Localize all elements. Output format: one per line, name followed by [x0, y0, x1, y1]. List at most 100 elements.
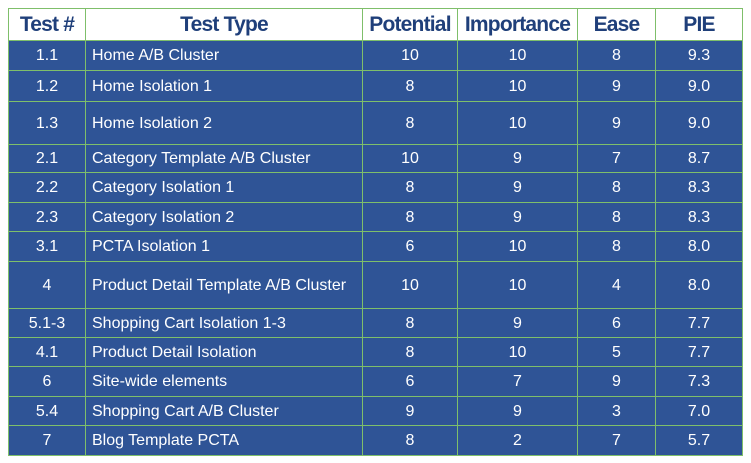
table-cell: 1.3 — [8, 101, 86, 145]
table-cell: Category Template A/B Cluster — [85, 144, 363, 173]
table-cell: 8 — [362, 425, 458, 456]
table-cell: 2.1 — [8, 144, 86, 173]
table-cell: 10 — [457, 231, 578, 262]
table-cell: 1.1 — [8, 40, 86, 71]
table-cell: 9 — [457, 172, 578, 203]
table-row: 4.1 Product Detail Isolation 8 10 5 7.7 — [8, 337, 743, 367]
table-cell: 8 — [362, 70, 458, 102]
table-cell: 6 — [8, 366, 86, 397]
table-row: 4 Product Detail Template A/B Cluster 10 10… — [8, 261, 743, 309]
table-cell: 9.3 — [655, 40, 743, 71]
table-cell: Category Isolation 2 — [85, 202, 363, 232]
table-cell: Product Detail Isolation — [85, 337, 363, 367]
table-cell: 4 — [577, 261, 656, 309]
table-cell: 6 — [362, 231, 458, 262]
table-cell: Product Detail Template A/B Cluster — [85, 261, 363, 309]
table-cell: Site-wide elements — [85, 366, 363, 397]
header-cell: Importance — [457, 8, 578, 41]
table-cell: 7.0 — [655, 396, 743, 426]
table-cell: 9 — [457, 396, 578, 426]
table-cell: 10 — [457, 70, 578, 102]
table-row: 1.2 Home Isolation 1 8 10 9 9.0 — [8, 70, 743, 102]
table-cell: 10 — [362, 40, 458, 71]
table-row: 1.3 Home Isolation 2 8 10 9 9.0 — [8, 101, 743, 145]
table-cell: Shopping Cart Isolation 1-3 — [85, 308, 363, 338]
table-cell: 9 — [457, 202, 578, 232]
table-cell: 3 — [577, 396, 656, 426]
table-cell: 9.0 — [655, 101, 743, 145]
table-cell: 8 — [577, 40, 656, 71]
table-cell: 1.2 — [8, 70, 86, 102]
table-cell: 8 — [362, 101, 458, 145]
table-cell: 7.3 — [655, 366, 743, 397]
table-cell: Blog Template PCTA — [85, 425, 363, 456]
table-cell: Home Isolation 2 — [85, 101, 363, 145]
header-cell: Potential — [362, 8, 458, 41]
table-cell: Shopping Cart A/B Cluster — [85, 396, 363, 426]
table-row: 7 Blog Template PCTA 8 2 7 5.7 — [8, 425, 743, 456]
table-cell: 8.0 — [655, 231, 743, 262]
table-cell: 8 — [362, 308, 458, 338]
header-row: Test # Test Type Potential Importance Ease PI… — [8, 8, 743, 41]
table-cell: 9 — [577, 366, 656, 397]
table-cell: 5 — [577, 337, 656, 367]
table-cell: 9 — [577, 101, 656, 145]
table-cell: 9 — [362, 396, 458, 426]
table-row: 5.1-3 Shopping Cart Isolation 1-3 8 9 6 7.7 — [8, 308, 743, 338]
table-cell: 7.7 — [655, 308, 743, 338]
table-cell: 10 — [362, 144, 458, 173]
table-cell: 5.1-3 — [8, 308, 86, 338]
table-row: 1.1 Home A/B Cluster 10 10 8 9.3 — [8, 40, 743, 71]
table-cell: 8 — [577, 231, 656, 262]
table-cell: 6 — [362, 366, 458, 397]
table-cell: 8.7 — [655, 144, 743, 173]
table-cell: 7 — [457, 366, 578, 397]
table-cell: 9 — [577, 70, 656, 102]
table-cell: PCTA Isolation 1 — [85, 231, 363, 262]
table-cell: 8.3 — [655, 202, 743, 232]
table-cell: 8 — [362, 172, 458, 203]
table-cell: 8 — [577, 172, 656, 203]
pie-table: Test # Test Type Potential Importance Ease PI… — [8, 8, 743, 456]
table-cell: 4 — [8, 261, 86, 309]
table-cell: 2.2 — [8, 172, 86, 203]
table-cell: Home Isolation 1 — [85, 70, 363, 102]
table-row: 6 Site-wide elements 6 7 9 7.3 — [8, 366, 743, 397]
header-cell: Test # — [8, 8, 86, 41]
table-cell: 9 — [457, 144, 578, 173]
table-cell: 2.3 — [8, 202, 86, 232]
table-container: Test # Test Type Potential Importance Ease PI… — [8, 8, 743, 456]
table-row: 2.3 Category Isolation 2 8 9 8 8.3 — [8, 202, 743, 232]
table-cell: 10 — [457, 101, 578, 145]
header-cell: PIE — [655, 8, 743, 41]
table-cell: 8 — [577, 202, 656, 232]
table-row: 3.1 PCTA Isolation 1 6 10 8 8.0 — [8, 231, 743, 262]
table-cell: 7 — [577, 425, 656, 456]
table-cell: 7 — [577, 144, 656, 173]
table-row: 2.1 Category Template A/B Cluster 10 9 7 8.7 — [8, 144, 743, 173]
table-cell: 8.0 — [655, 261, 743, 309]
table-cell: 4.1 — [8, 337, 86, 367]
table-cell: 7 — [8, 425, 86, 456]
table-cell: 5.4 — [8, 396, 86, 426]
table-cell: 8 — [362, 337, 458, 367]
table-cell: Home A/B Cluster — [85, 40, 363, 71]
table-cell: 3.1 — [8, 231, 86, 262]
table-row: 5.4 Shopping Cart A/B Cluster 9 9 3 7.0 — [8, 396, 743, 426]
table-cell: 10 — [457, 40, 578, 71]
table-row: 2.2 Category Isolation 1 8 9 8 8.3 — [8, 172, 743, 203]
header-cell: Ease — [577, 8, 656, 41]
table-cell: 8.3 — [655, 172, 743, 203]
table-cell: 9 — [457, 308, 578, 338]
table-cell: 9.0 — [655, 70, 743, 102]
table-cell: 10 — [457, 261, 578, 309]
table-cell: 2 — [457, 425, 578, 456]
table-cell: 8 — [362, 202, 458, 232]
table-cell: 7.7 — [655, 337, 743, 367]
table-cell: Category Isolation 1 — [85, 172, 363, 203]
table-cell: 6 — [577, 308, 656, 338]
header-cell: Test Type — [85, 8, 363, 41]
table-cell: 10 — [362, 261, 458, 309]
table-cell: 10 — [457, 337, 578, 367]
